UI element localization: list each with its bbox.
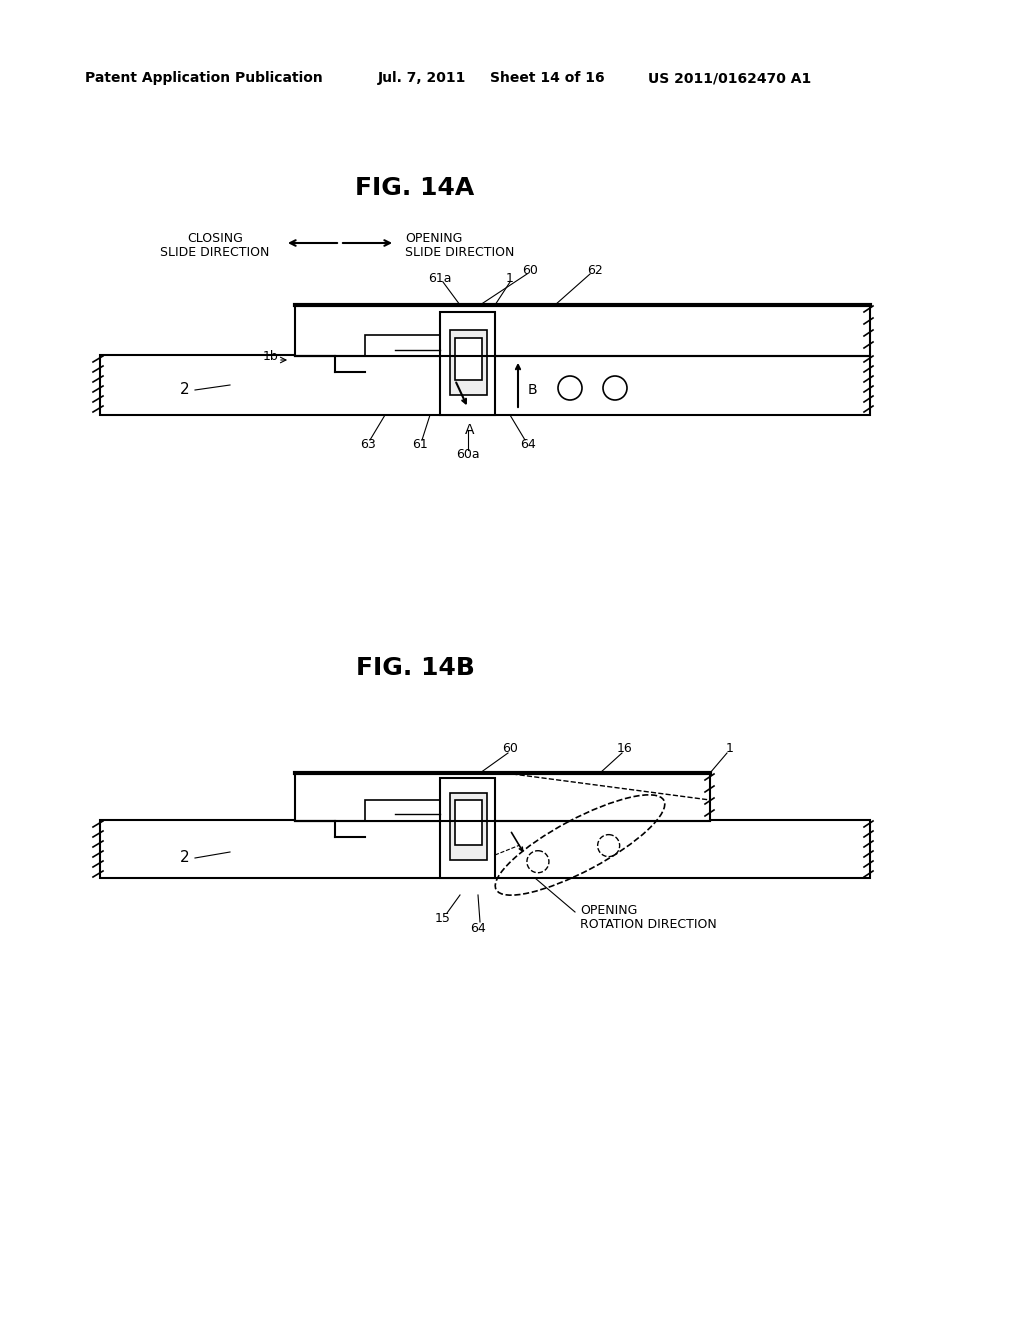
Bar [455,800,482,845]
Text: US 2011/0162470 A1: US 2011/0162470 A1 [648,71,811,84]
Text: Sheet 14 of 16: Sheet 14 of 16 [490,71,604,84]
Bar [295,774,710,821]
Text: Jul. 7, 2011: Jul. 7, 2011 [378,71,466,84]
Text: 1: 1 [506,272,514,285]
Text: FIG. 14A: FIG. 14A [355,176,475,201]
Text: 64: 64 [470,921,485,935]
Bar [365,335,440,356]
Text: A: A [465,422,475,437]
Text: 62: 62 [587,264,603,276]
Text: CLOSING: CLOSING [187,231,243,244]
Text: 60a: 60a [456,449,480,462]
Text: SLIDE DIRECTION: SLIDE DIRECTION [406,246,514,259]
Text: ROTATION DIRECTION: ROTATION DIRECTION [580,917,717,931]
Bar [440,312,495,414]
Bar [455,338,482,380]
Bar [295,305,870,356]
Text: 2: 2 [180,383,189,397]
Text: 15: 15 [435,912,451,924]
Text: 2: 2 [180,850,189,866]
Text: B: B [528,383,538,397]
Text: OPENING: OPENING [580,903,637,916]
Text: FIG. 14B: FIG. 14B [355,656,474,680]
Bar [440,777,495,878]
Text: 1b: 1b [262,350,278,363]
Text: 63: 63 [360,438,376,451]
Text: 1: 1 [726,742,734,755]
Text: 64: 64 [520,438,536,451]
Text: 60: 60 [502,742,518,755]
Bar [100,820,870,878]
Bar [450,793,487,861]
Text: OPENING: OPENING [406,231,463,244]
Text: SLIDE DIRECTION: SLIDE DIRECTION [161,246,269,259]
Text: 16: 16 [617,742,633,755]
Text: Patent Application Publication: Patent Application Publication [85,71,323,84]
Bar [365,800,440,821]
Text: 61: 61 [412,438,428,451]
Bar [450,330,487,395]
Text: 61a: 61a [428,272,452,285]
Text: 60: 60 [522,264,538,276]
Bar [100,355,870,414]
